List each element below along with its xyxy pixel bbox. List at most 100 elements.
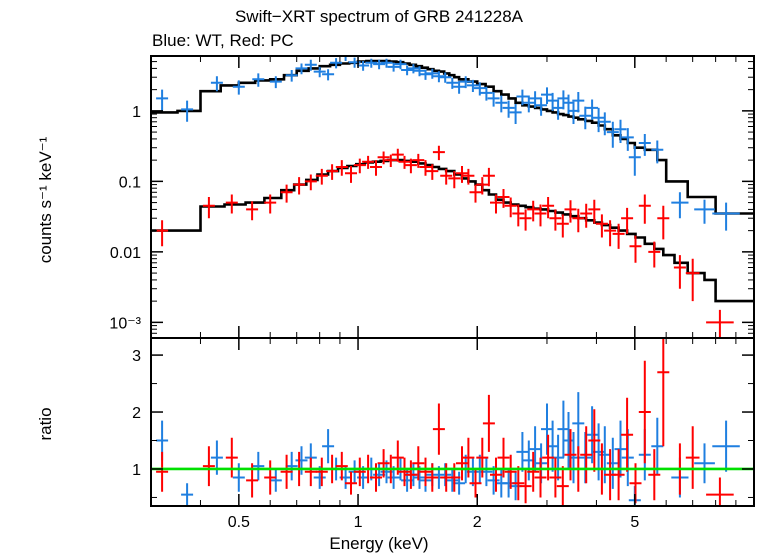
spectrum-point-1-3 — [246, 201, 259, 221]
spectrum-point-1-17 — [391, 148, 404, 162]
spectrum-point-1-44 — [588, 199, 601, 224]
spectrum-point-0-8 — [304, 59, 317, 71]
spectrum-point-1-0 — [156, 220, 169, 247]
spectrum-point-1-4 — [264, 194, 277, 214]
spectrum-point-0-33 — [487, 92, 500, 107]
spectrum-point-0-50 — [592, 107, 605, 133]
spectrum-point-1-11 — [345, 166, 357, 183]
ratio-point-1-28 — [469, 469, 482, 498]
spectrum-point-0-53 — [614, 119, 627, 143]
spectrum-point-1-53 — [673, 255, 686, 289]
spectrum-ytick-label-0: 1 — [132, 104, 141, 121]
spectrum-point-1-7 — [304, 174, 317, 191]
spectrum-point-1-40 — [556, 214, 569, 238]
ratio-point-1-23 — [432, 403, 445, 455]
spectrum-ytick-label-2: 0.01 — [110, 245, 141, 262]
spectrum-point-0-55 — [628, 145, 641, 176]
spectrum-point-0-6 — [285, 70, 298, 82]
spectrum-series-0 — [156, 55, 740, 231]
xtick-label-3: 5 — [630, 514, 639, 531]
ratio-point-1-33 — [504, 454, 517, 489]
spectrum-series-1 — [156, 145, 734, 338]
spectrum-point-0-28 — [453, 81, 466, 94]
ratio-point-1-26 — [456, 446, 468, 481]
spectrum-point-0-4 — [252, 73, 265, 87]
ratio-point-1-34 — [512, 466, 525, 501]
ratio-point-1-0 — [156, 451, 169, 492]
spectrum-point-1-41 — [564, 200, 577, 223]
spectrum-point-1-36 — [527, 200, 540, 222]
spectrum-point-1-39 — [549, 209, 562, 231]
ratio-point-1-43 — [580, 426, 593, 484]
ratio-point-0-27 — [446, 469, 459, 492]
spectrum-point-1-43 — [580, 203, 593, 228]
ratio-point-0-33 — [487, 466, 500, 495]
spectrum-point-1-16 — [384, 154, 397, 167]
ratio-point-1-30 — [482, 394, 495, 452]
ratio-point-1-55 — [706, 477, 734, 506]
spectrum-point-1-25 — [448, 171, 461, 189]
spectrum-point-1-51 — [648, 241, 661, 268]
ratio-y-axis-label: ratio — [36, 407, 55, 441]
ratio-point-1-36 — [527, 451, 540, 492]
spectrum-point-0-3 — [232, 80, 245, 95]
spectrum-point-0-60 — [712, 202, 740, 231]
spectrum-point-0-34 — [495, 95, 508, 113]
spectrum-point-0-11 — [330, 58, 343, 69]
ratio-point-1-4 — [264, 460, 277, 495]
ratio-ytick-label-2: 3 — [132, 348, 141, 365]
ratio-point-0-10 — [322, 429, 335, 464]
spectrum-point-1-37 — [534, 204, 547, 227]
spectrum-point-0-7 — [295, 63, 308, 75]
ratio-point-1-35 — [519, 469, 532, 504]
spectrum-point-1-24 — [440, 168, 453, 185]
spectrum-point-1-21 — [419, 160, 432, 176]
spectrum-point-0-18 — [387, 62, 400, 72]
spectrum-point-0-26 — [439, 72, 452, 83]
ratio-point-0-47 — [572, 392, 585, 455]
spectrum-y-axis-label: counts s⁻¹ keV⁻¹ — [36, 136, 55, 264]
spectrum-point-0-20 — [401, 65, 414, 76]
ratio-point-0-59 — [694, 443, 715, 484]
spectrum-point-1-32 — [497, 189, 510, 208]
ratio-point-1-12 — [353, 457, 366, 487]
spectrum-point-0-16 — [373, 59, 386, 70]
spectrum-point-0-38 — [522, 95, 535, 113]
ratio-point-1-48 — [621, 397, 634, 472]
ratio-point-1-10 — [335, 451, 348, 481]
ratio-point-1-38 — [542, 434, 555, 481]
spectrum-point-1-6 — [293, 177, 306, 195]
spectrum-point-1-55 — [706, 309, 734, 338]
spectrum-point-1-10 — [335, 160, 348, 176]
spectrum-point-1-20 — [412, 153, 425, 168]
spectrum-point-0-15 — [365, 58, 378, 68]
ratio-point-1-2 — [225, 437, 238, 478]
spectrum-panel: 1 0.1 0.01 10⁻³ — [109, 55, 755, 339]
spectrum-point-1-27 — [462, 168, 475, 185]
ratio-point-1-54 — [685, 426, 700, 489]
spectrum-ytick-label-3: 10⁻³ — [109, 315, 141, 332]
spectrum-point-0-14 — [357, 61, 370, 71]
ratio-point-0-60 — [712, 420, 740, 472]
spectrum-point-0-32 — [480, 86, 493, 101]
ratio-point-1-7 — [304, 457, 317, 487]
spectrum-point-1-54 — [685, 258, 700, 302]
spectrum-point-1-35 — [519, 209, 532, 231]
spectrum-point-1-23 — [432, 145, 445, 161]
ratio-point-0-1 — [181, 483, 194, 506]
spectrum-point-1-9 — [326, 164, 339, 180]
ratio-ytick-label-1: 2 — [132, 405, 141, 422]
spectrum-point-1-31 — [490, 194, 502, 214]
spectrum-point-1-33 — [504, 197, 517, 218]
spectrum-frame — [150, 55, 755, 339]
ratio-point-0-5 — [269, 469, 282, 492]
ratio-point-1-18 — [398, 457, 411, 487]
ratio-point-0-6 — [285, 451, 298, 481]
ratio-point-1-41 — [564, 429, 577, 481]
spectrum-point-0-36 — [509, 104, 522, 124]
ratio-ytick-label-0: 1 — [132, 462, 141, 479]
ratio-point-1-11 — [345, 471, 357, 495]
ratio-point-0-39 — [529, 426, 542, 472]
spectrum-point-0-40 — [535, 97, 548, 116]
spectrum-point-0-57 — [651, 140, 664, 164]
